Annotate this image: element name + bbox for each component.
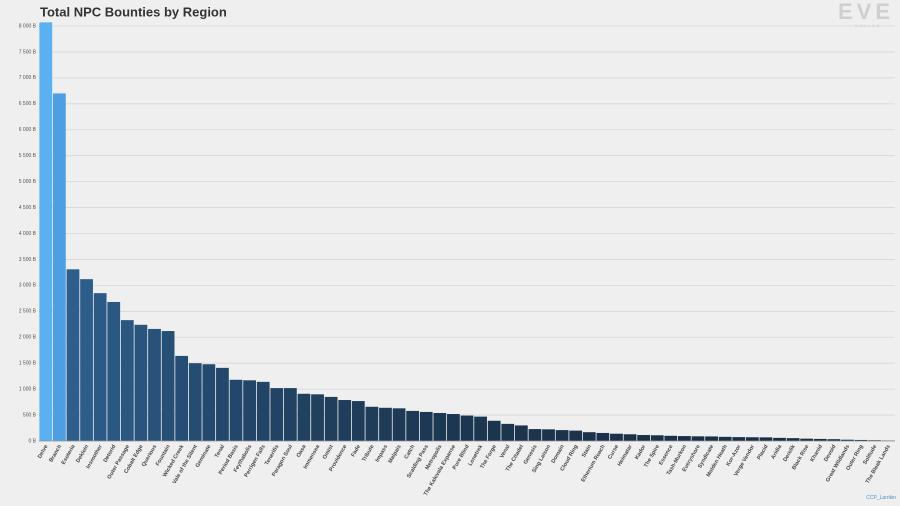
bar — [216, 367, 229, 441]
bar — [324, 396, 338, 441]
bar — [691, 436, 705, 441]
bar — [501, 423, 515, 441]
bar — [528, 429, 542, 441]
bar — [392, 408, 406, 441]
bar — [270, 388, 284, 441]
y-tick-label: 7 500 B — [19, 49, 37, 55]
bar — [514, 425, 528, 441]
y-tick-label: 4 500 B — [19, 205, 37, 211]
bar — [474, 416, 487, 441]
bar — [365, 406, 379, 441]
bar — [256, 381, 270, 441]
bar — [800, 438, 814, 441]
y-tick-label: 2 500 B — [19, 309, 37, 315]
y-tick-label: 3 500 B — [19, 257, 37, 263]
bar — [107, 301, 121, 441]
bar — [379, 407, 392, 441]
bar — [610, 433, 623, 441]
logo: EVE — [838, 0, 894, 24]
y-tick-label: 0 B — [28, 438, 36, 444]
logo-sub: ONLINE — [855, 23, 882, 28]
y-tick-label: 6 000 B — [19, 127, 37, 133]
bar — [283, 388, 297, 441]
bar — [841, 439, 854, 441]
bar — [854, 439, 868, 441]
y-tick-label: 6 500 B — [19, 101, 37, 107]
bar — [93, 293, 107, 441]
y-tick-label: 1 000 B — [19, 386, 37, 392]
bar — [650, 435, 664, 441]
y-tick-label: 3 000 B — [19, 283, 37, 289]
bar — [433, 412, 447, 441]
bar — [175, 355, 189, 441]
bar — [406, 410, 420, 441]
bar — [773, 437, 786, 441]
y-tick-label: 1 500 B — [19, 361, 37, 367]
bar — [569, 430, 583, 441]
bar — [297, 393, 311, 441]
bar — [786, 438, 800, 441]
bar — [542, 429, 555, 441]
bar — [637, 435, 651, 441]
y-tick-label: 2 000 B — [19, 335, 37, 341]
bar — [66, 269, 80, 441]
bar — [120, 320, 134, 441]
bar — [555, 430, 569, 441]
bar — [678, 436, 691, 441]
bar — [460, 415, 474, 441]
bar — [487, 420, 501, 441]
bar — [664, 435, 678, 441]
bar — [351, 401, 365, 441]
bar — [80, 279, 93, 441]
bar — [745, 437, 759, 441]
bar — [419, 411, 433, 441]
bar — [718, 436, 732, 441]
y-tick-label: 4 000 B — [19, 231, 37, 237]
chart-title: Total NPC Bounties by Region — [40, 4, 227, 19]
bar — [732, 437, 746, 441]
bar — [202, 364, 216, 441]
bar — [596, 432, 610, 441]
bar — [623, 434, 637, 441]
bar — [188, 363, 202, 441]
bar — [161, 331, 175, 441]
bar — [39, 22, 53, 442]
bar — [148, 328, 161, 441]
bar — [52, 93, 66, 442]
bar — [827, 439, 841, 441]
y-tick-label: 500 B — [23, 412, 37, 418]
bar — [134, 324, 148, 441]
bar — [338, 400, 352, 441]
x-tick-label: Fade — [350, 444, 362, 458]
y-tick-label: 7 000 B — [19, 75, 37, 81]
bar — [229, 379, 243, 441]
bar — [582, 432, 596, 441]
credit: CCP_Larrikin — [866, 495, 896, 501]
bar — [759, 437, 773, 441]
y-tick-label: 8 000 B — [19, 23, 37, 29]
bar — [813, 438, 827, 441]
bar — [243, 380, 256, 441]
bar — [447, 414, 460, 441]
y-tick-label: 5 500 B — [19, 153, 37, 159]
bar — [311, 394, 324, 441]
bar — [705, 436, 718, 441]
y-tick-label: 5 000 B — [19, 179, 37, 185]
